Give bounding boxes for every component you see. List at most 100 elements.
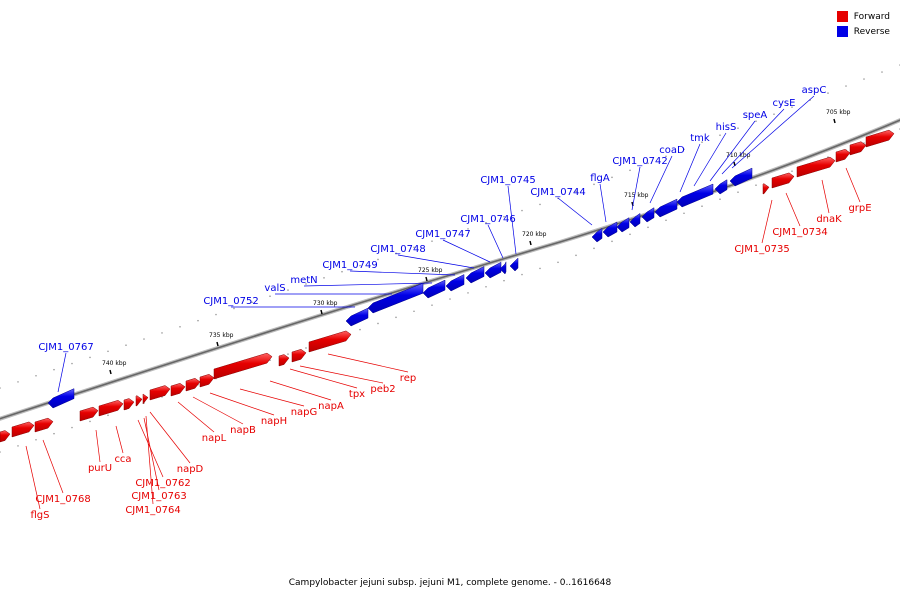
gene-label-napg[interactable]: napG [291,407,318,418]
gene-label-cjm1-0749[interactable]: CJM1_0749 [322,260,377,271]
leader-cjm1-0763 [143,417,160,491]
leader-cca [115,425,124,454]
gene-label-napd[interactable]: napD [177,464,204,475]
guide-dot [323,277,325,279]
gene-label-napa[interactable]: napA [318,401,344,412]
gene-label-dnak[interactable]: dnaK [816,214,842,225]
guide-dot [521,273,523,276]
guide-dot [863,78,865,80]
gene-label-tmk[interactable]: tmk [690,133,710,144]
guide-dot [143,338,145,340]
guide-dot [593,183,595,186]
guide-dot [629,169,631,172]
forward-gene-feature [135,395,143,407]
gene-label-flga[interactable]: flgA [590,173,610,184]
leader-flgs [25,445,41,510]
forward-gene-feature [34,417,54,433]
gene-label-cjm1-0764[interactable]: CJM1_0764 [125,505,180,516]
guide-dot [341,270,343,273]
guide-dot [503,279,505,282]
guide-dot [359,328,361,331]
guide-dot [611,176,613,179]
leader-cjm1-0745 [507,185,517,255]
guide-dot [305,283,307,285]
guide-dot [449,234,451,236]
guide-dot [17,381,19,383]
guide-dot [395,316,397,319]
reverse-gene-feature [729,167,753,187]
gene-label-napl[interactable]: napL [202,433,227,444]
gene-label-cjm1-0752[interactable]: CJM1_0752 [203,296,258,307]
leader-cjm1-0748 [397,254,475,269]
legend-reverse-label: Reverse [853,26,890,37]
gene-label-rep[interactable]: rep [400,373,416,384]
gene-label-flgs[interactable]: flgS [31,510,50,521]
gene-label-napb[interactable]: napB [230,425,256,436]
gene-label-peb2[interactable]: peb2 [370,384,395,395]
tick-label: 715 kbp [624,192,649,199]
gene-label-naph[interactable]: napH [261,416,287,427]
leader-naph [209,392,275,416]
leader-cjm1-0767 [57,352,67,393]
gene-label-spea[interactable]: speA [743,110,768,121]
gene-label-vals[interactable]: valS [264,283,285,294]
reverse-gene-feature [591,227,603,243]
forward-gene-feature [835,149,851,163]
guide-dot [35,438,37,441]
gene-label-cjm1-0735[interactable]: CJM1_0735 [734,244,789,255]
gene-label-cca[interactable]: cca [114,454,131,465]
gene-label-coad[interactable]: coaD [659,145,685,156]
leader-napb [192,396,244,425]
guide-dot [17,445,19,447]
guide-dot [359,264,361,267]
reverse-gene-feature [602,221,618,238]
guide-dot [413,246,415,249]
gene-label-grpe[interactable]: grpE [848,203,871,214]
leader-napa [269,380,332,401]
guide-dot [791,106,793,108]
leader-tmk [679,143,701,193]
legend-forward: Forward [836,9,890,24]
gene-label-hiss[interactable]: hisS [716,122,737,133]
guide-dot [53,368,55,371]
gene-label-tpx[interactable]: tpx [349,389,365,400]
reverse-gene-feature [641,207,655,223]
gene-label-cjm1-0763[interactable]: CJM1_0763 [131,491,186,502]
gene-label-aspc[interactable]: aspC [802,85,827,96]
reverse-gene-feature [676,183,714,208]
leader-cyse [721,108,785,175]
forward-swatch [836,11,848,22]
gene-label-cjm1-0768[interactable]: CJM1_0768 [35,494,90,505]
reverse-gene-feature [509,257,519,272]
gene-label-cjm1-0746[interactable]: CJM1_0746 [460,214,515,225]
forward-gene-feature [762,183,770,195]
gene-label-cjm1-0747[interactable]: CJM1_0747 [415,229,470,240]
reverse-gene-feature [484,261,502,279]
gene-label-cjm1-0767[interactable]: CJM1_0767 [38,342,93,353]
forward-gene-feature [149,385,171,401]
tick-label: 710 kbp [726,152,751,159]
guide-dot [485,221,487,224]
tick-label: 705 kbp [826,109,851,116]
reverse-swatch [836,26,848,37]
reverse-gene-feature [714,179,728,195]
background-dots [0,64,900,453]
gene-label-cjm1-0742[interactable]: CJM1_0742 [612,156,667,167]
gene-label-puru[interactable]: purU [88,463,112,474]
gene-label-cjm1-0734[interactable]: CJM1_0734 [772,227,827,238]
guide-dot [503,215,505,218]
reverse-gene-feature [445,274,465,292]
reverse-gene-feature [499,261,507,275]
tick-mark [833,118,836,124]
gene-label-cjm1-0745[interactable]: CJM1_0745 [480,175,535,186]
leader-cjm1-0746 [487,224,504,259]
guide-dot [683,148,685,151]
gene-label-cjm1-0744[interactable]: CJM1_0744 [530,187,585,198]
map-caption: Campylobacter jejuni subsp. jejuni M1, c… [288,578,612,588]
gene-label-cjm1-0762[interactable]: CJM1_0762 [135,478,190,489]
guide-dot [665,219,667,222]
gene-label-cyse[interactable]: cysE [773,98,796,109]
guide-dot [287,289,289,291]
gene-label-cjm1-0748[interactable]: CJM1_0748 [370,244,425,255]
gene-label-metn[interactable]: metN [290,275,317,286]
